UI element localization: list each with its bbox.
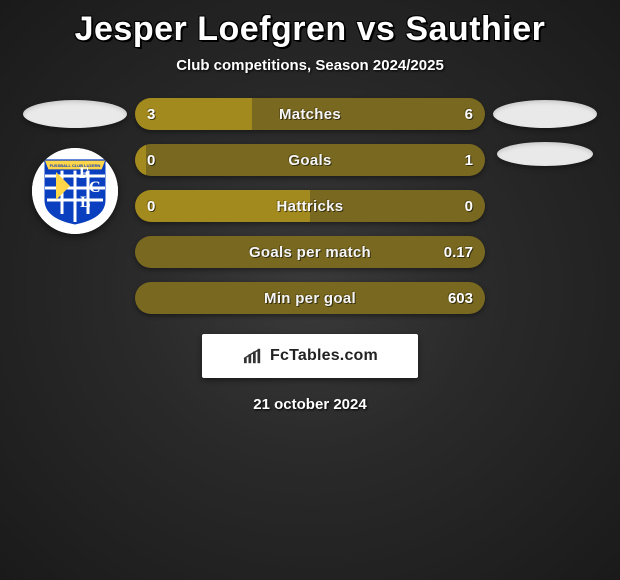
badge-banner-text: FUSSBALL CLUB LUZERN [50,163,101,168]
stat-value-right: 603 [448,282,473,314]
stat-label: Goals [135,144,485,176]
stat-value-right: 0.17 [444,236,473,268]
right-player-column [485,98,605,166]
stat-label: Hattricks [135,190,485,222]
stat-value-left: 0 [147,144,155,176]
svg-text:L: L [80,194,91,211]
player-right-photo-placeholder [493,100,597,128]
left-player-column: FUSSBALL CLUB LUZERN F C L [15,98,135,234]
subtitle: Club competitions, Season 2024/2025 [176,57,444,74]
stat-row-matches: Matches3 6 [135,98,485,130]
stat-value-right: 6 [465,98,473,130]
stat-row-goals: Goals0 1 [135,144,485,176]
stat-bars: Matches36Goals01Hattricks00Goals per mat… [135,98,485,314]
club-right-photo-placeholder [497,142,593,166]
player-left-photo-placeholder [23,100,127,128]
stat-value-right: 1 [465,144,473,176]
stat-label: Min per goal [135,282,485,314]
fcl-shield-icon: FUSSBALL CLUB LUZERN F C L [40,156,110,226]
svg-text:F: F [79,165,89,182]
stat-value-left: 3 [147,98,155,130]
stat-row-hattricks: Hattricks0 0 [135,190,485,222]
stat-row-goals-per-match: Goals per match0.17 [135,236,485,268]
stat-value-right: 0 [465,190,473,222]
comparison-panel: FUSSBALL CLUB LUZERN F C L Matches3 6 Goal… [0,98,620,314]
club-badge-fcl: FUSSBALL CLUB LUZERN F C L [32,148,118,234]
bar-chart-icon [242,347,264,365]
svg-text:C: C [89,179,101,196]
stat-value-left: 0 [147,190,155,222]
page-title: Jesper Loefgren vs Sauthier [75,10,546,49]
stat-row-min-per-goal: Min per goal603 [135,282,485,314]
snapshot-date: 21 october 2024 [253,396,366,413]
stat-label: Goals per match [135,236,485,268]
brand-text: FcTables.com [270,347,378,365]
brand-watermark: FcTables.com [202,334,418,378]
stat-label: Matches [135,98,485,130]
